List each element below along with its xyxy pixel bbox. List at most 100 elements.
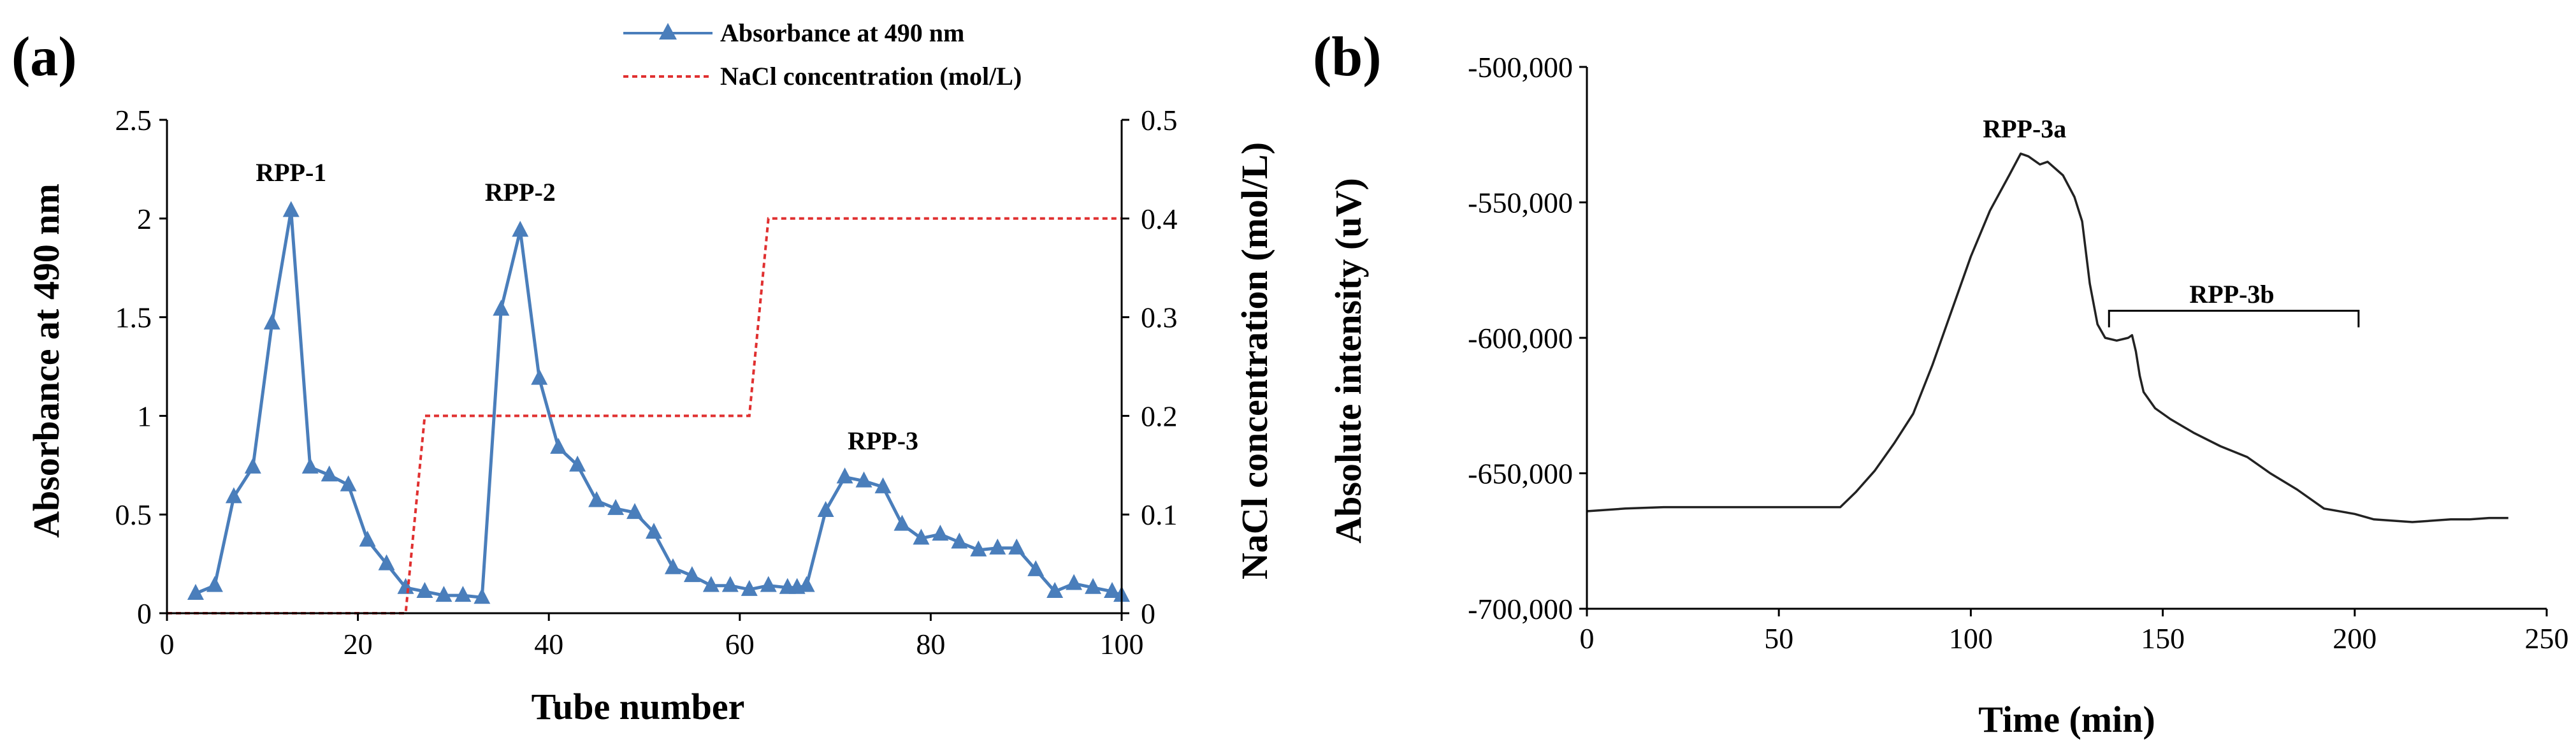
absorbance-point [321,465,338,482]
absorbance-point [683,566,700,583]
absorbance-point [913,528,930,545]
absorbance-point [932,525,949,541]
panel-a-x-tick-label: 20 [344,628,373,660]
absorbance-point [187,584,204,600]
legend-nacl-label: NaCl concentration (mol/L) [720,62,1022,91]
panel-a-y2-tick-label: 0.1 [1141,498,1178,531]
panel-a-x-tick-label: 80 [916,628,945,660]
absorbance-point [1046,581,1064,598]
panel-a-x-tick-label: 40 [534,628,563,660]
panel-a-y2-axis-label: NaCl concentration (mol/L) [1234,142,1275,579]
absorbance-point [1085,578,1102,594]
absorbance-point [1027,560,1045,576]
panel-a-y2-tick-label: 0.5 [1141,104,1178,136]
absorbance-point [531,368,548,385]
peak-label: RPP-3b [2189,280,2274,309]
panel-b-chart: (b) 0 50 100 150 200 250 -700,000 -650,000 -600,… [1313,26,2569,740]
panel-b-y-tick-label: -600,000 [1468,322,1573,354]
absorbance-point [550,437,567,454]
intensity-series [1586,152,2508,523]
peak-label: RPP-1 [256,158,326,187]
panel-a-y-tick-label: 0 [137,597,152,630]
absorbance-point [817,501,834,518]
absorbance-point [301,457,319,474]
absorbance-point [244,457,261,474]
absorbance-point [1104,581,1121,598]
panel-a-axes [166,120,1123,614]
panel-b-y-tick-label: -500,000 [1468,51,1573,84]
panel-b-y-tick-label: -650,000 [1468,458,1573,490]
panel-b-x-tick-label: 150 [2141,622,2185,655]
panel-b-x-tick-label: 100 [1949,622,1993,655]
absorbance-point [702,576,720,592]
panel-a-x-tick-label: 100 [1100,628,1144,660]
panel-a-label: (a) [11,26,77,88]
absorbance-point [1066,574,1083,590]
panel-a-y2-tick-label: 0 [1141,597,1155,630]
panel-b-x-axis-label: Time (min) [1978,699,2155,740]
absorbance-point [454,586,472,602]
panel-a-legend: Absorbance at 490 nm NaCl concentration … [623,18,1022,91]
absorbance-point [970,540,987,556]
absorbance-point [760,576,777,592]
panel-a-y-tick-label: 0.5 [115,498,152,531]
panel-a-y2-tick-label: 0.4 [1141,203,1178,235]
panel-a-y2-tick-label: 0.2 [1141,400,1178,432]
panel-b-x-tick-label: 50 [1764,622,1793,655]
absorbance-point [397,578,414,594]
absorbance-point [378,554,395,571]
panel-b-x-tick-label: 0 [1580,622,1595,655]
panel-a-y-axis-label: Absorbance at 490 nm [25,184,67,538]
panel-b-x-tick-label: 250 [2525,622,2569,655]
absorbance-point [435,586,452,602]
absorbance-point [359,530,376,547]
absorbance-point [855,471,872,488]
absorbance-point [416,581,433,598]
panel-b-annotations: RPP-3a RPP-3b [1983,115,2360,328]
panel-a-y-tick-label: 2.5 [115,104,152,136]
panel-a-y2-tick-label: 0.3 [1141,302,1178,334]
panel-a-annotations: RPP-1 RPP-2 RPP-3 [256,158,918,455]
panel-a-chart: (a) 0 20 40 60 80 10000.511.522.500.10.20.30.… [11,18,1275,727]
peak-label: RPP-3 [848,426,918,455]
absorbance-point [721,576,739,592]
panel-a-x-tick-label: 0 [160,628,175,660]
absorbance-point [874,477,892,493]
absorbance-point [607,498,625,515]
absorbance-point [474,588,491,604]
absorbance-point [493,300,510,316]
panel-a-x-tick-label: 60 [725,628,755,660]
absorbance-point [951,532,968,549]
absorbance-point [664,558,681,574]
absorbance-point [1008,538,1025,555]
absorbance-point [340,475,357,491]
absorbance-point [263,313,280,330]
absorbance-point [626,503,644,520]
bracket [2108,310,2360,328]
panel-b-y-tick-label: -700,000 [1468,593,1573,625]
absorbance-line [194,210,1122,599]
legend-absorbance-label: Absorbance at 490 nm [720,18,964,47]
panel-b-y-tick-label: -550,000 [1468,187,1573,219]
peak-label: RPP-2 [485,178,556,207]
absorbance-point [206,576,223,592]
absorbance-point [836,467,853,484]
panel-b-label: (b) [1313,26,1382,88]
panel-a-y-tick-label: 2 [137,203,152,235]
absorbance-point [798,576,815,592]
panel-b-ticks: 0 50 100 150 200 250 -700,000 -650,000 -600,000 -… [1468,51,2568,655]
absorbance-point [989,538,1006,555]
intensity-line [1586,152,2508,523]
panel-a-y-tick-label: 1 [137,400,152,432]
absorbance-point [894,514,911,531]
panel-b-y-axis-label: Absolute intensity (uV) [1328,178,1369,544]
panel-b-x-tick-label: 200 [2333,622,2377,655]
panel-a-y-tick-label: 1.5 [115,302,152,334]
absorbance-point [645,523,662,539]
absorbance-point [569,455,586,472]
panel-b-axes [1586,67,2547,610]
absorbance-point [512,221,529,237]
panel-a-x-axis-label: Tube number [532,686,745,727]
